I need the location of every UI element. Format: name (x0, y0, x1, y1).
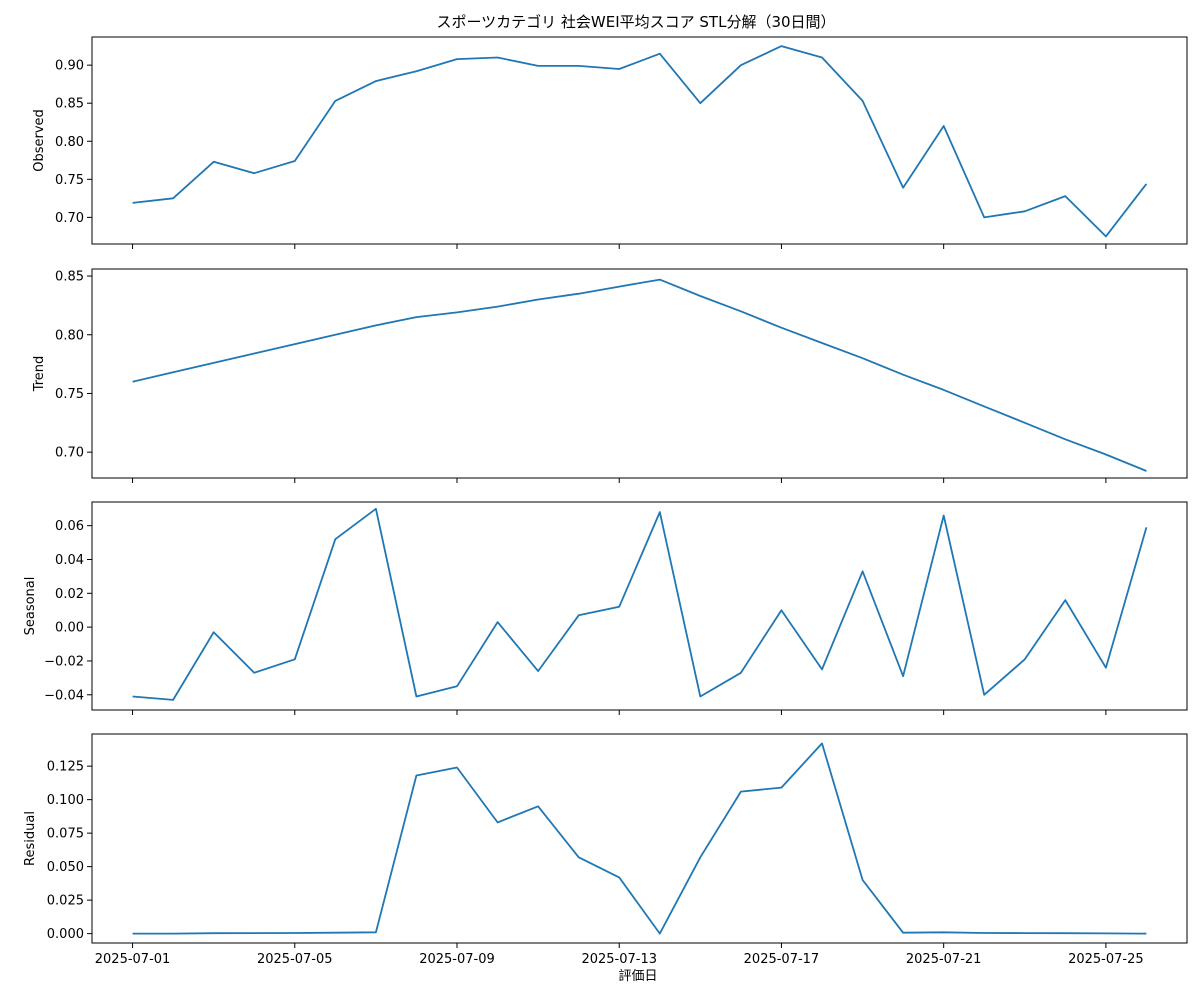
y-tick-label: 0.70 (55, 446, 84, 461)
y-axis-label-seasonal: Seasonal (23, 577, 38, 636)
y-tick-label: 0.06 (55, 519, 84, 534)
chart-title: スポーツカテゴリ 社会WEI平均スコア STL分解（30日間） (436, 13, 835, 31)
y-tick-label: 0.025 (47, 894, 84, 909)
panel-residual: 0.000 0.025 0.050 0.075 0.100 0.125 2025-07-01… (23, 733, 1188, 967)
panel-frame (91, 268, 1188, 479)
panel-trend: 0.70 0.75 0.80 0.85 Trend (32, 268, 1188, 483)
y-tick-label: 0.000 (47, 927, 84, 942)
y-axis-label-trend: Trend (32, 356, 47, 393)
y-tick-label: 0.80 (55, 135, 84, 150)
x-tick-label: 2025-07-05 (257, 952, 333, 967)
x-tick-label: 2025-07-21 (906, 952, 982, 967)
y-tick-label: 0.04 (55, 553, 84, 568)
y-tick-label: −0.04 (44, 688, 84, 703)
y-tick-label: 0.90 (55, 59, 84, 74)
y-tick-label: 0.050 (47, 860, 84, 875)
y-tick-label: 0.85 (55, 97, 84, 112)
x-tick-label: 2025-07-17 (744, 952, 820, 967)
y-tick-label: 0.02 (55, 587, 84, 602)
x-tick-label: 2025-07-09 (419, 952, 495, 967)
x-axis-label: 評価日 (618, 969, 657, 984)
series-line-observed (132, 45, 1148, 238)
y-axis-label-observed: Observed (32, 109, 47, 172)
y-tick-label: 0.75 (55, 173, 84, 188)
y-tick-label: 0.075 (47, 827, 84, 842)
series-line-residual (132, 742, 1147, 935)
y-tick-label: 0.70 (55, 211, 84, 226)
x-tick-label: 2025-07-25 (1068, 952, 1144, 967)
series-line-trend (132, 278, 1147, 472)
y-axis-label-residual: Residual (23, 811, 38, 866)
series-line-seasonal (132, 507, 1148, 701)
y-tick-label: 0.85 (55, 270, 84, 285)
panel-frame (91, 733, 1188, 944)
y-tick-label: 0.00 (55, 621, 84, 636)
y-tick-label: 0.125 (47, 760, 84, 775)
y-tick-label: 0.75 (55, 387, 84, 402)
y-tick-label: 0.80 (55, 328, 84, 343)
x-tick-label: 2025-07-01 (95, 952, 171, 967)
y-tick-label: 0.100 (47, 793, 84, 808)
panel-frame (91, 501, 1188, 711)
panel-observed: 0.70 0.75 0.80 0.85 0.90 Observed (32, 36, 1188, 249)
panel-frame (91, 36, 1188, 245)
y-tick-label: −0.02 (44, 654, 84, 669)
panel-seasonal: −0.04 −0.02 0.00 0.02 0.04 0.06 Seasonal (23, 501, 1188, 715)
x-tick-label: 2025-07-13 (581, 952, 657, 967)
